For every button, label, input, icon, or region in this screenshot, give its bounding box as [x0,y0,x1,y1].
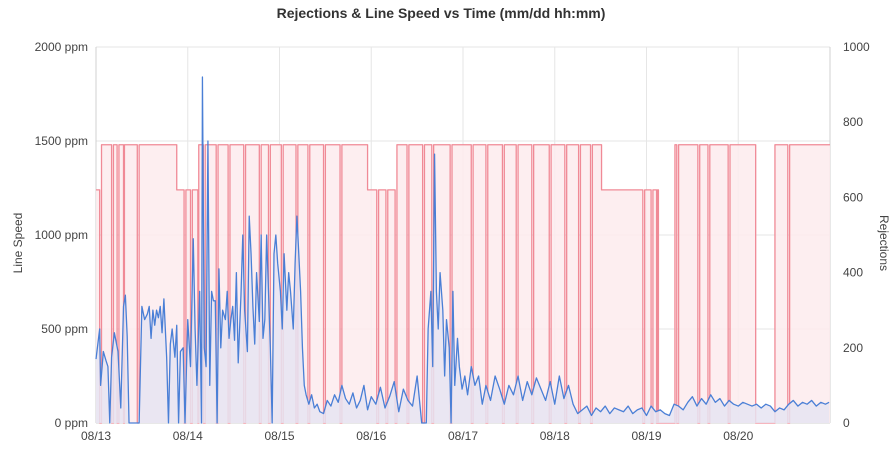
left-tick-label: 1500 ppm [35,134,88,148]
right-tick-label: 0 [843,416,850,430]
x-tick-label: 08/19 [631,429,661,443]
right-tick-label: 800 [843,115,863,129]
series-2-line [95,76,830,424]
left-tick-label: 0 ppm [55,416,88,430]
left-axis-label: Line Speed [11,213,25,274]
x-tick-label: 08/13 [81,429,111,443]
series-layer [95,76,830,424]
x-tick-label: 08/20 [723,429,753,443]
x-tick-label: 08/16 [356,429,386,443]
x-tick-label: 08/14 [173,429,203,443]
chart-title: Rejections & Line Speed vs Time (mm/dd h… [277,5,606,21]
left-tick-label: 2000 ppm [35,40,88,54]
right-tick-label: 200 [843,341,863,355]
right-axis-label: Rejections [877,215,891,271]
x-tick-label: 08/18 [540,429,570,443]
x-axis-ticks: 08/13 08/14 08/15 08/16 08/17 08/18 08/19 08/20 [81,429,754,443]
right-axis-ticks: 0 200 400 600 800 1000 [843,40,870,430]
right-tick-label: 1000 [843,40,870,54]
right-tick-label: 600 [843,190,863,204]
x-tick-label: 08/15 [264,429,294,443]
x-tick-label: 08/17 [448,429,478,443]
series-2-area [96,77,830,423]
left-axis-ticks: 0 ppm 500 ppm 1000 ppm 1500 ppm 2000 ppm [35,40,88,430]
series-1-line [96,144,830,424]
right-tick-label: 400 [843,266,863,280]
left-tick-label: 1000 ppm [35,228,88,242]
left-tick-label: 500 ppm [41,322,88,336]
